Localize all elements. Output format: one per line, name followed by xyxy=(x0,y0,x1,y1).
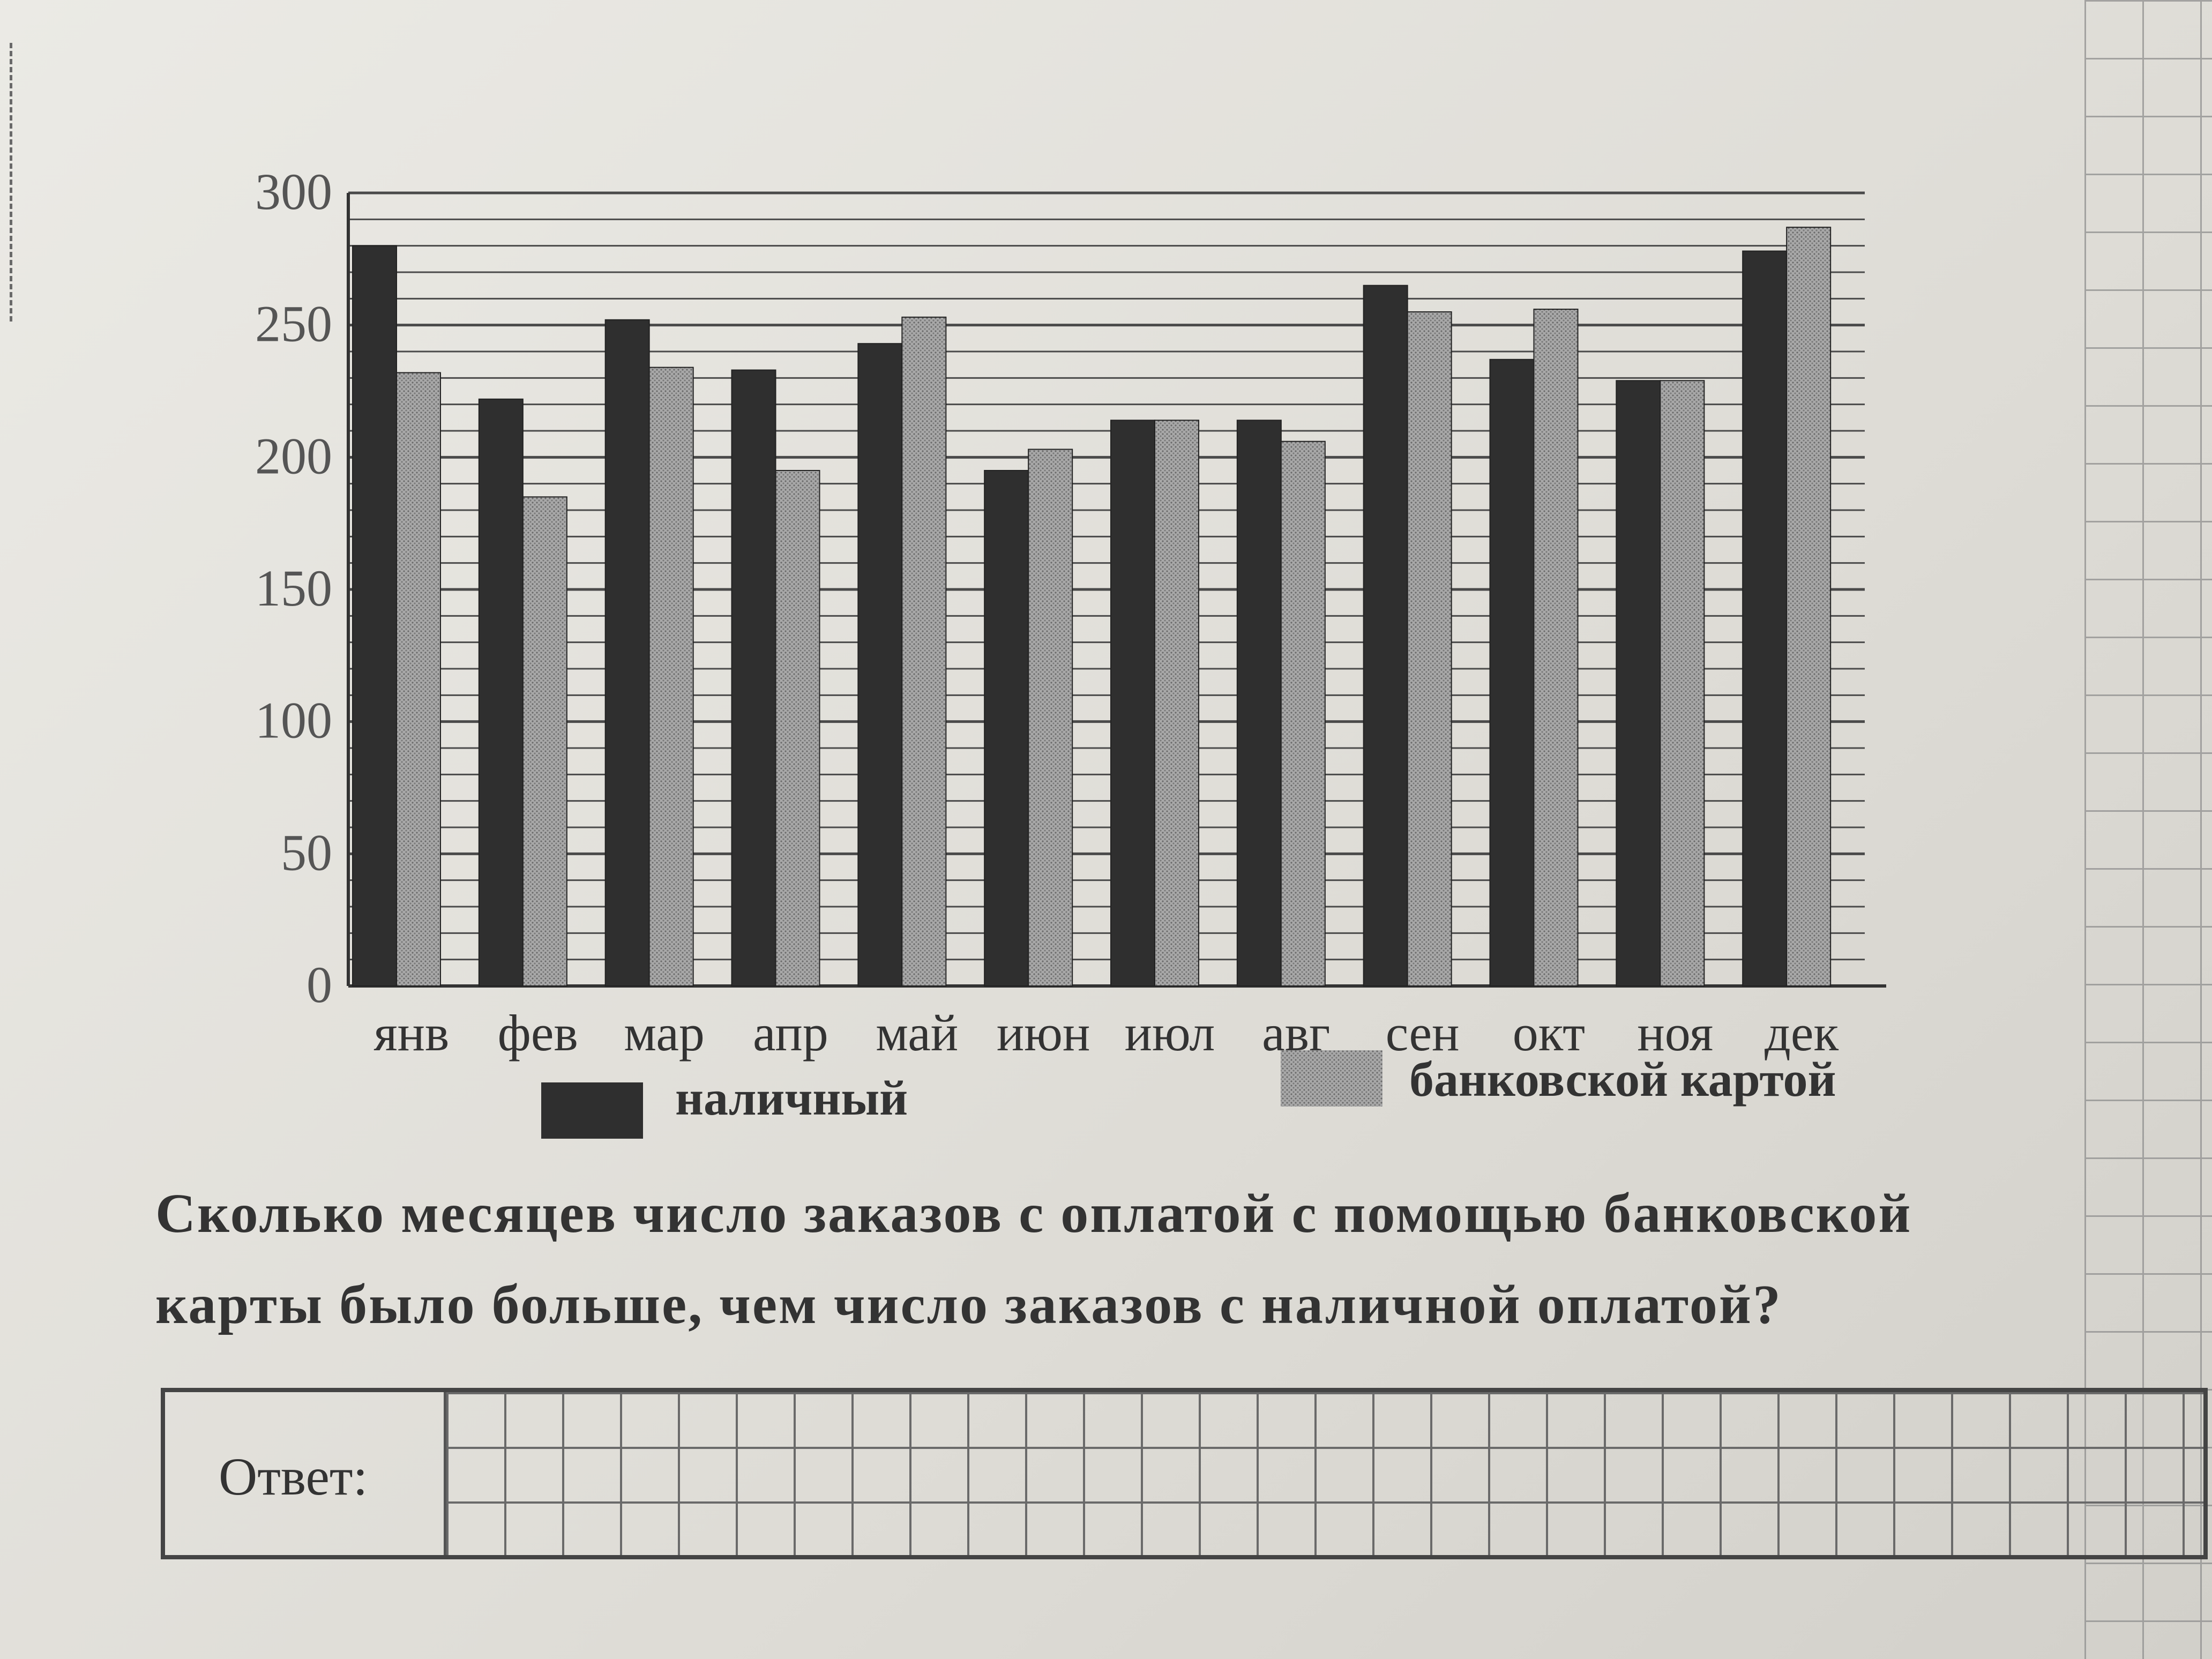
y-tick-label: 300 xyxy=(255,163,332,220)
bar-cash xyxy=(478,398,524,987)
cut-line xyxy=(10,43,12,322)
bar-cash xyxy=(1363,285,1408,987)
y-tick-labels: 0 50 100 150 200 250 300 xyxy=(255,163,332,1013)
bar-cash xyxy=(1236,420,1282,987)
legend: наличный банковской картой xyxy=(541,1050,1836,1139)
bar-card xyxy=(648,367,694,987)
bar-card xyxy=(1786,227,1832,987)
question-text: Сколько месяцев число заказов с оплатой … xyxy=(155,1168,2208,1350)
bar-cash xyxy=(1110,420,1155,987)
bar-card xyxy=(1280,440,1326,987)
y-tick-label: 150 xyxy=(255,559,332,617)
y-tick-label: 200 xyxy=(255,427,332,484)
question-line-2: карты было больше, чем число заказов с н… xyxy=(155,1274,1782,1335)
bar-card xyxy=(1028,449,1073,987)
bar-cash xyxy=(857,343,903,987)
bar-cash xyxy=(604,319,650,987)
bar-card xyxy=(1154,420,1199,987)
bar-cash xyxy=(1616,380,1661,987)
question-line-1: Сколько месяцев число заказов с оплатой … xyxy=(155,1183,1912,1244)
y-tick-label: 100 xyxy=(255,692,332,749)
answer-input-grid[interactable] xyxy=(444,1392,2203,1555)
legend-swatch-cash xyxy=(541,1082,643,1139)
bar-cash xyxy=(1742,250,1788,987)
bar-card xyxy=(775,470,820,987)
bar-card xyxy=(901,316,947,987)
bar-card xyxy=(1660,380,1705,987)
bar-cash xyxy=(1489,358,1535,987)
x-tick-label: фев xyxy=(498,1004,578,1062)
legend-label-card: банковской картой xyxy=(1409,1052,1836,1107)
margin-grid xyxy=(2084,0,2212,1659)
x-tick-label: янв xyxy=(373,1004,449,1062)
x-tick-label: ноя xyxy=(1637,1004,1713,1062)
bar-card xyxy=(1407,311,1452,987)
x-tick-label: май xyxy=(876,1004,958,1062)
bar-card xyxy=(396,372,441,987)
bar-cash xyxy=(984,470,1029,987)
answer-label: Ответ: xyxy=(219,1447,368,1506)
bar-card xyxy=(1533,309,1579,987)
x-tick-label: июн xyxy=(997,1004,1090,1062)
y-tick-label: 50 xyxy=(281,824,332,881)
x-tick-label: июл xyxy=(1125,1004,1215,1062)
x-tick-label: сен xyxy=(1386,1004,1460,1062)
bar-card xyxy=(522,496,567,987)
bar-cash xyxy=(352,245,397,987)
legend-swatch-card xyxy=(1281,1050,1382,1107)
y-tick-label: 0 xyxy=(307,956,332,1013)
answer-box: Ответ: xyxy=(161,1388,2208,1559)
legend-label-cash: наличный xyxy=(675,1071,908,1125)
bar-cash xyxy=(731,369,776,987)
grid-lines xyxy=(347,191,1886,988)
bar-chart: 0 50 100 150 200 250 300 янв фев мар апр май июн июл… xyxy=(255,163,1886,1139)
bars xyxy=(352,227,1832,987)
x-tick-label: окт xyxy=(1513,1004,1585,1062)
x-tick-label: дек xyxy=(1765,1004,1839,1062)
x-tick-label: апр xyxy=(753,1004,828,1062)
x-tick-label: мар xyxy=(624,1004,705,1062)
y-tick-label: 250 xyxy=(255,295,332,353)
